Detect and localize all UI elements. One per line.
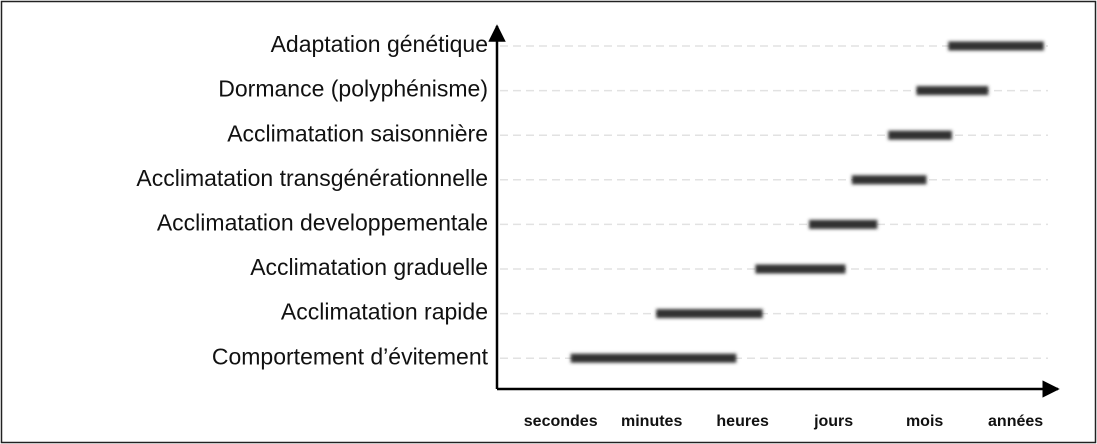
x-tick-label: heures <box>716 413 769 430</box>
bar <box>851 175 927 185</box>
category-label: Adaptation génétique <box>271 31 488 57</box>
bar <box>916 86 989 96</box>
x-tick-label: minutes <box>621 413 682 430</box>
x-tick-label: secondes <box>524 413 598 430</box>
category-label: Acclimatation saisonnière <box>227 120 488 146</box>
bar <box>888 130 952 140</box>
bar <box>755 264 846 274</box>
category-label: Acclimatation rapide <box>281 299 488 325</box>
category-label: Dormance (polyphénisme) <box>218 76 488 102</box>
bar <box>656 309 763 319</box>
x-tick-label: années <box>988 413 1043 430</box>
bar <box>809 219 878 229</box>
category-label: Acclimatation developpementale <box>157 209 488 235</box>
category-label: Acclimatation graduelle <box>250 254 488 280</box>
x-tick-label: mois <box>906 413 943 430</box>
x-tick-label: jours <box>813 413 853 430</box>
bar <box>948 41 1044 51</box>
category-label: Acclimatation transgénérationnelle <box>136 165 488 191</box>
category-label: Comportement d’évitement <box>212 343 489 369</box>
bar <box>570 353 737 363</box>
